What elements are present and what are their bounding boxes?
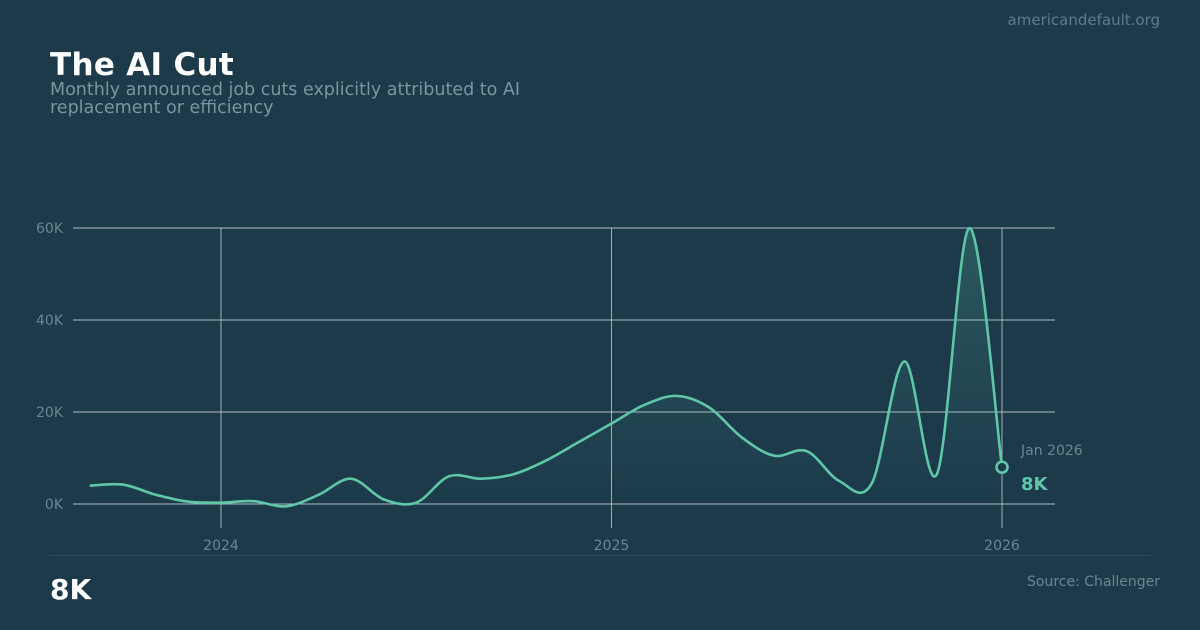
series-area [90, 227, 1003, 507]
data-point [643, 404, 645, 406]
data-point [448, 475, 450, 477]
data-point [220, 501, 222, 503]
x-tick-label: 2026 [984, 538, 1020, 554]
data-point [545, 459, 547, 461]
data-point [968, 227, 970, 229]
series-line [89, 226, 1004, 508]
current-value: 8K [50, 573, 92, 606]
data-point [383, 498, 385, 500]
data-point [90, 484, 92, 486]
data-point [155, 494, 157, 496]
y-tick-label: 20K [36, 405, 64, 421]
data-point [936, 473, 938, 475]
page-subtitle: Monthly announced job cuts explicitly at… [50, 80, 521, 118]
data-point [903, 360, 905, 362]
data-point [285, 505, 287, 507]
data-point [513, 473, 515, 475]
data-point [480, 478, 482, 480]
data-point [317, 494, 319, 496]
y-tick-label: 40K [36, 313, 64, 329]
data-point [871, 482, 873, 484]
data-point [773, 455, 775, 457]
data-point [350, 478, 352, 480]
site-url[interactable]: americandefault.org [1007, 11, 1160, 29]
footer-divider [50, 555, 1150, 556]
data-point [187, 501, 189, 503]
data-point [675, 395, 677, 397]
annotation-date: Jan 2026 [1020, 443, 1083, 459]
chart-annotation: Jan 2026 8K [995, 443, 1083, 495]
data-point [122, 483, 124, 485]
data-point [838, 480, 840, 482]
source-note: Source: Challenger [1027, 574, 1160, 590]
x-tick-label: 2024 [203, 538, 239, 554]
data-point [708, 406, 710, 408]
data-point [740, 436, 742, 438]
latest-point-marker [995, 460, 1009, 475]
page-title: The AI Cut [50, 47, 234, 83]
data-point [806, 450, 808, 452]
data-point [415, 501, 417, 503]
data-point [578, 441, 580, 443]
x-tick-label: 2025 [594, 538, 630, 554]
chart-ticks: 0K 20K 40K 60K 2024 2025 2026 [36, 221, 1020, 554]
data-point [252, 500, 254, 502]
y-tick-label: 60K [36, 221, 64, 237]
data-point [610, 422, 612, 424]
annotation-value: 8K [1021, 474, 1049, 495]
y-tick-label: 0K [45, 497, 64, 513]
